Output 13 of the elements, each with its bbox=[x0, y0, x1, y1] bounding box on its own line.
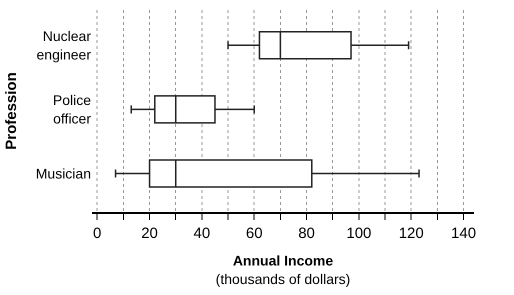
x-tick-label: 40 bbox=[194, 224, 210, 242]
x-tick-label: 100 bbox=[346, 224, 372, 242]
x-tick-label: 80 bbox=[298, 224, 315, 242]
x-axis-title: Annual Income (thousands of dollars) bbox=[216, 252, 350, 287]
x-tick-label: 20 bbox=[141, 224, 158, 242]
y-axis-title: Profession bbox=[3, 72, 20, 150]
x-tick-label: 120 bbox=[398, 224, 424, 242]
y-tick-label: Nuclear engineer bbox=[36, 28, 92, 62]
y-tick-label: Police officer bbox=[52, 92, 92, 126]
y-tick-label: Musician bbox=[36, 165, 91, 182]
x-tick-label: 140 bbox=[451, 224, 476, 242]
x-tick-label: 0 bbox=[93, 224, 102, 242]
x-tick-label: 60 bbox=[246, 224, 263, 242]
